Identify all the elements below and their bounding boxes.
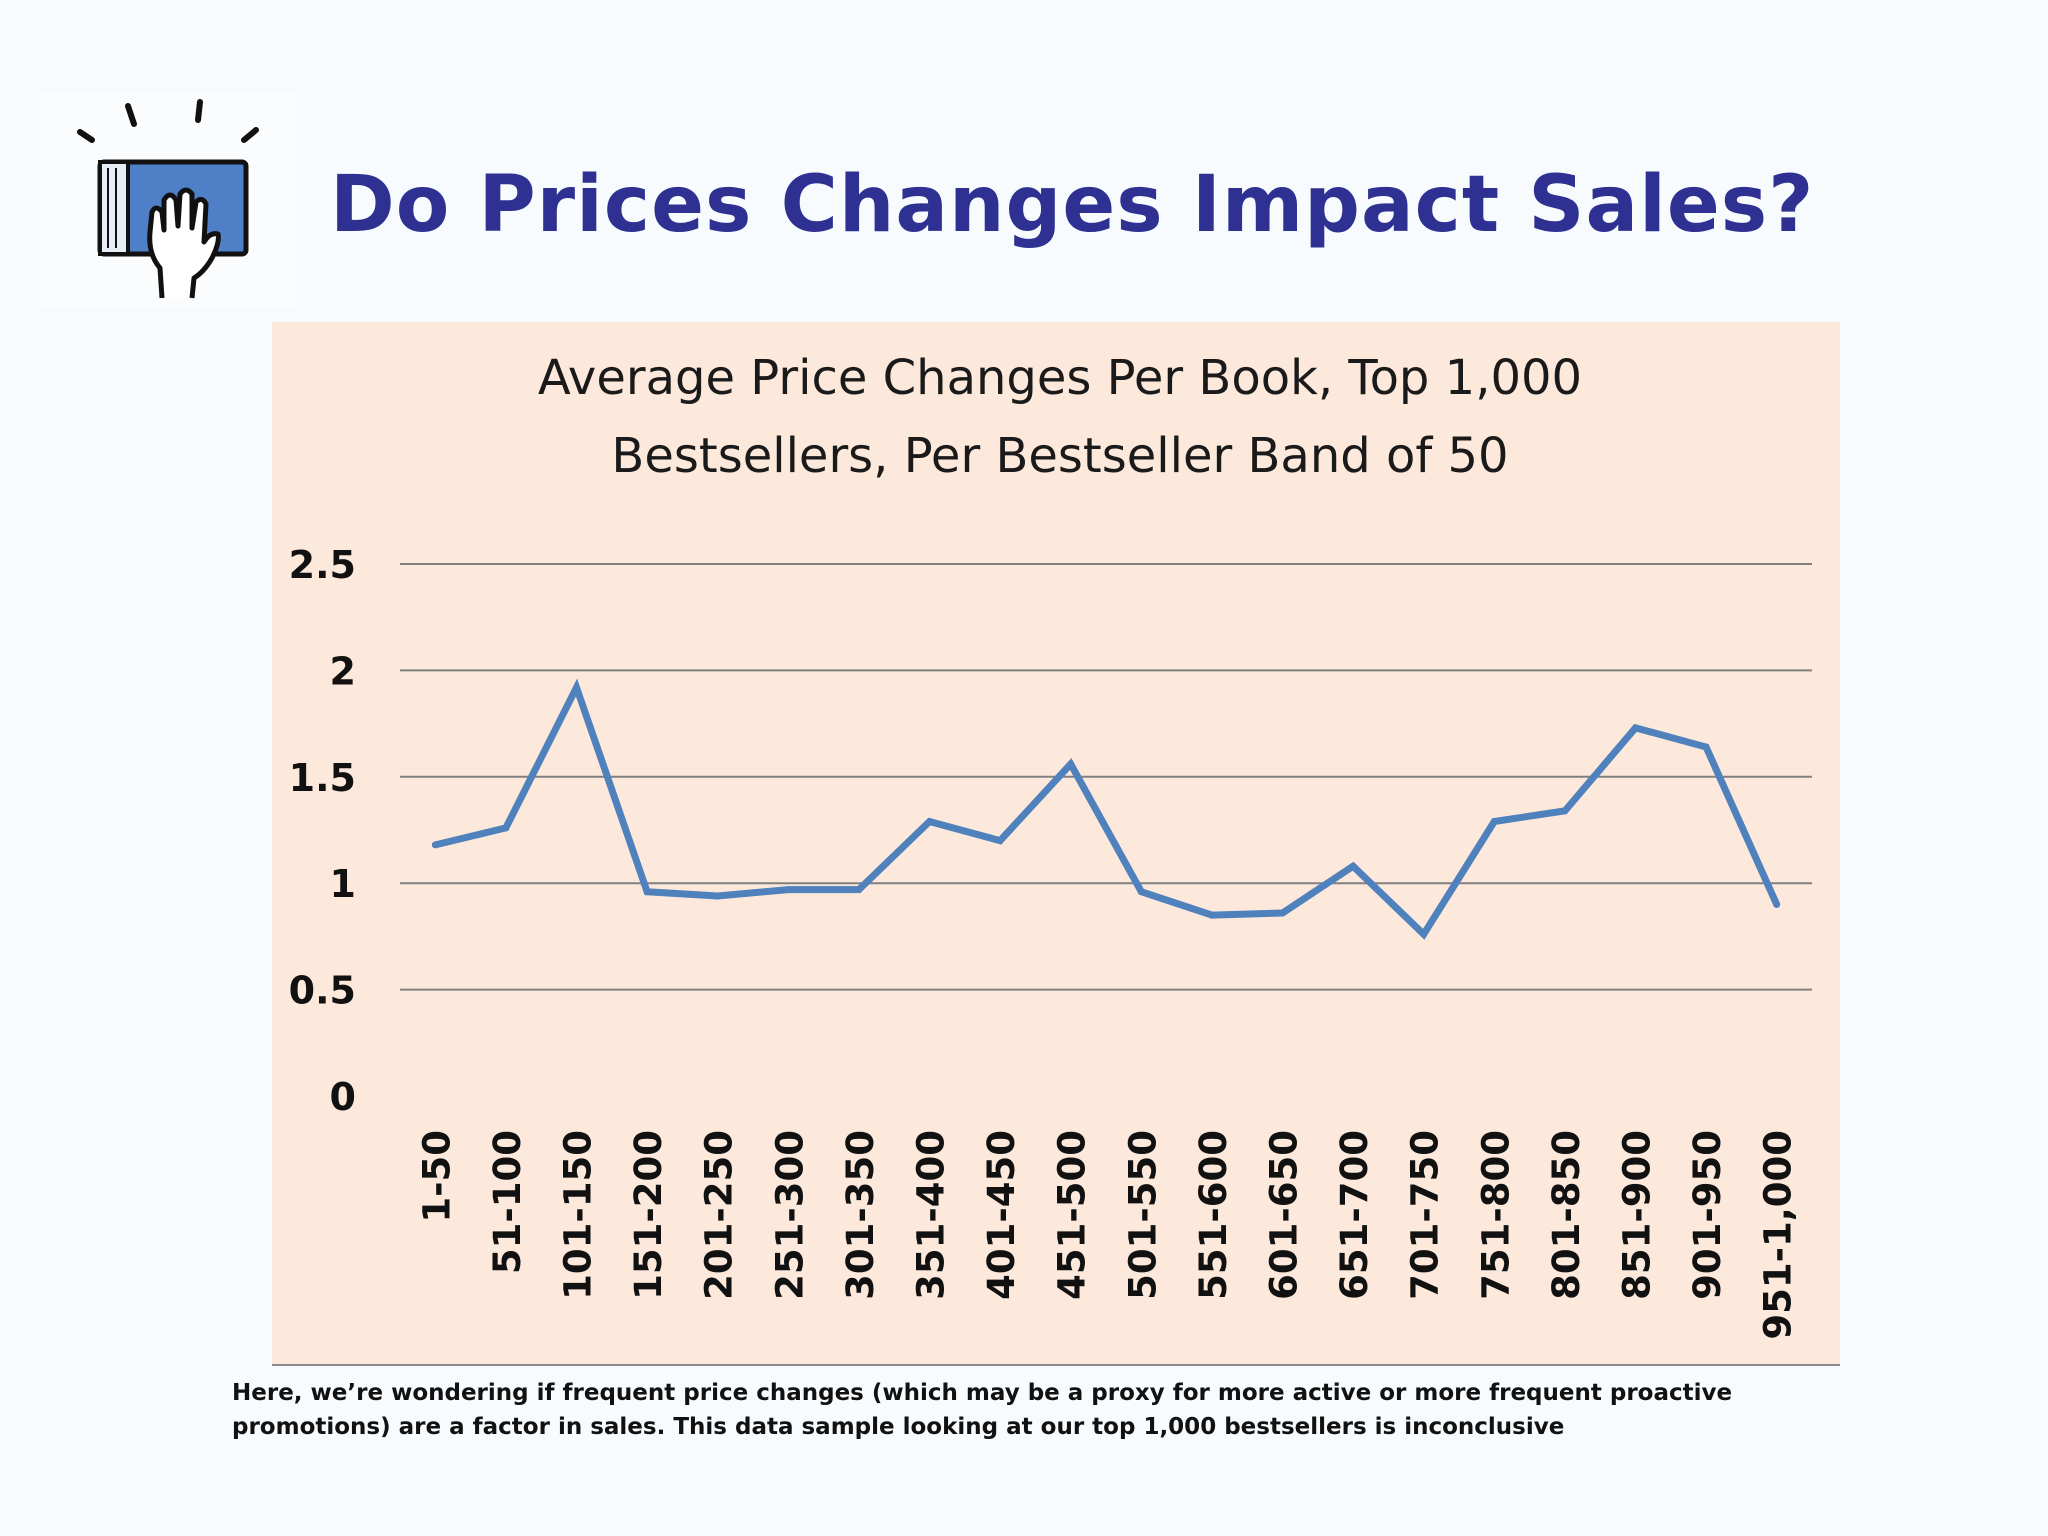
data-point — [502, 824, 510, 832]
x-tick-label: 351-400 — [910, 1130, 953, 1300]
slide-title: Do Prices Changes Impact Sales? — [330, 160, 1815, 250]
data-point — [1208, 911, 1216, 919]
data-series — [431, 678, 1781, 940]
data-point — [1490, 817, 1498, 825]
x-tick-label: 1-50 — [415, 1130, 458, 1223]
data-point — [1067, 760, 1075, 768]
x-tick-label: 401-450 — [980, 1130, 1023, 1300]
data-point — [784, 886, 792, 894]
x-tick-label: 301-350 — [839, 1130, 882, 1300]
data-point — [431, 841, 439, 849]
data-point — [1632, 724, 1639, 732]
x-tick-label: 951-1,000 — [1757, 1130, 1800, 1340]
x-tick-label: 801-850 — [1545, 1130, 1588, 1300]
x-tick-label: 701-750 — [1404, 1130, 1447, 1300]
x-axis: 1-50 51-100 101-150 151-200 201-250 251-300 30… — [415, 1130, 1799, 1340]
line-chart: Average Price Changes Per Book, Top 1,00… — [272, 322, 1840, 1364]
data-point — [573, 683, 580, 691]
x-tick-label: 451-500 — [1051, 1130, 1094, 1300]
series-line — [434, 678, 1780, 940]
y-tick-label: 1.5 — [289, 756, 356, 800]
divider — [272, 1364, 1840, 1366]
gridlines — [400, 563, 1812, 991]
y-axis: 0 0.5 1 1.5 2 2.5 — [289, 543, 356, 1119]
chart-title-line1: Average Price Changes Per Book, Top 1,00… — [538, 350, 1582, 406]
data-point — [1279, 909, 1286, 917]
x-tick-label: 151-200 — [627, 1130, 670, 1300]
x-tick-label: 51-100 — [486, 1130, 529, 1274]
data-point — [926, 817, 933, 825]
y-tick-label: 0 — [330, 1075, 356, 1119]
y-tick-label: 2 — [330, 649, 356, 693]
y-tick-label: 2.5 — [289, 543, 356, 587]
x-tick-label: 551-600 — [1192, 1130, 1235, 1300]
book-hand-icon — [40, 92, 296, 308]
data-point — [1349, 862, 1357, 870]
data-point — [643, 888, 651, 896]
data-point — [1561, 807, 1569, 815]
x-tick-label: 601-650 — [1263, 1130, 1306, 1300]
x-tick-label: 501-550 — [1121, 1130, 1164, 1300]
x-tick-label: 751-800 — [1474, 1130, 1517, 1300]
data-point — [1137, 888, 1145, 896]
caption-line-1: Here, we’re wondering if frequent price … — [232, 1380, 1733, 1406]
caption: Here, we’re wondering if frequent price … — [232, 1376, 1832, 1444]
data-point — [714, 892, 722, 900]
caption-line-2: promotions) are a factor in sales. This … — [232, 1414, 1565, 1440]
chart-title-line2: Bestsellers, Per Bestseller Band of 50 — [611, 428, 1508, 484]
y-tick-label: 0.5 — [289, 969, 356, 1013]
data-point — [996, 837, 1004, 845]
data-point — [855, 886, 863, 894]
x-tick-label: 651-700 — [1333, 1130, 1376, 1300]
x-tick-label: 101-150 — [557, 1130, 600, 1300]
x-tick-label: 851-900 — [1616, 1130, 1659, 1300]
data-point — [1702, 743, 1710, 751]
data-point — [1773, 900, 1781, 908]
x-tick-label: 201-250 — [698, 1130, 741, 1300]
data-point — [1420, 930, 1428, 938]
x-tick-label: 901-950 — [1686, 1130, 1729, 1300]
y-tick-label: 1 — [330, 862, 356, 906]
x-tick-label: 251-300 — [768, 1130, 811, 1300]
